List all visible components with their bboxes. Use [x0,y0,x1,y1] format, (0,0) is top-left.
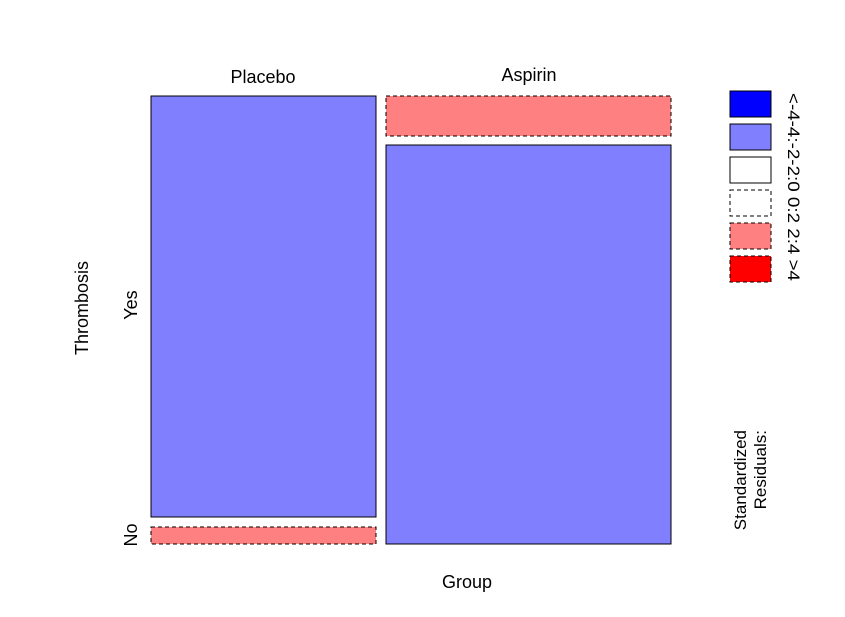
legend-title-line1: Standardized [731,430,750,530]
tile-aspirin-no [385,144,672,545]
tile-placebo-no [150,526,377,545]
legend-swatch-lt-neg4 [729,255,772,283]
row-label-yes: Yes [121,290,141,319]
row-label-no: No [121,523,141,546]
legend-labels: <-4-4:-2-2:0 0:2 2:4 >4 [784,93,803,281]
legend-swatch-neg4-neg2 [729,222,772,250]
legend-title-line2: Residuals: [751,430,770,509]
legend-swatch-neg2-0 [729,189,772,217]
legend-swatch-0-2 [729,156,772,184]
column-label-aspirin: Aspirin [501,65,556,85]
tile-aspirin-yes [385,95,672,137]
legend-swatch-gt4 [729,90,772,118]
y-axis-label: Thrombosis [72,261,92,355]
column-label-placebo: Placebo [230,67,295,87]
tile-placebo-yes [150,95,377,518]
legend: <-4-4:-2-2:0 0:2 2:4 >4 Standardized Res… [729,90,803,530]
x-axis-label: Group [442,572,492,592]
legend-swatch-2-4 [729,123,772,151]
